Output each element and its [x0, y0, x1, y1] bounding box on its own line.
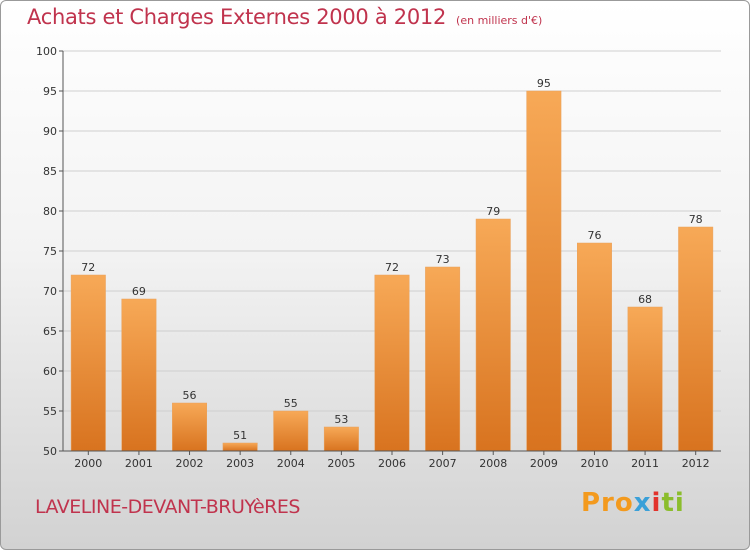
bar-2010[interactable] — [577, 242, 612, 452]
bar-value-label: 95 — [537, 77, 551, 90]
bar-2005[interactable] — [323, 426, 359, 452]
bar-2008[interactable] — [475, 218, 511, 452]
bar-value-label: 56 — [183, 389, 197, 402]
chart-title: Achats et Charges Externes 2000 à 2012 — [27, 5, 447, 29]
logo-part: Pro — [581, 488, 634, 518]
logo-part: x — [633, 488, 652, 518]
y-tick-label: 90 — [43, 125, 57, 138]
bar-2002[interactable] — [172, 402, 207, 452]
x-tick-label: 2010 — [580, 457, 608, 470]
bar-value-label: 69 — [132, 285, 146, 298]
y-tick-label: 65 — [43, 325, 57, 338]
bar-value-label: 79 — [486, 205, 500, 218]
x-tick-label: 2001 — [125, 457, 153, 470]
proxiti-logo[interactable]: Proxiti — [581, 488, 685, 518]
bar-value-label: 76 — [587, 229, 601, 242]
y-tick-label: 70 — [43, 285, 57, 298]
chart-title-block: Achats et Charges Externes 2000 à 2012 (e… — [27, 5, 542, 29]
x-tick-label: 2011 — [631, 457, 659, 470]
bar-value-label: 68 — [638, 293, 652, 306]
y-tick-label: 95 — [43, 85, 57, 98]
y-tick-label: 60 — [43, 365, 57, 378]
x-tick-label: 2004 — [277, 457, 305, 470]
x-tick-label: 2005 — [327, 457, 355, 470]
x-tick-label: 2009 — [530, 457, 558, 470]
logo-part: i — [651, 488, 662, 518]
bar-value-label: 78 — [689, 213, 703, 226]
bar-2003[interactable] — [222, 442, 258, 452]
bar-value-label: 72 — [81, 261, 95, 274]
y-tick-label: 55 — [43, 405, 57, 418]
bar-value-label: 55 — [284, 397, 298, 410]
y-tick-label: 75 — [43, 245, 57, 258]
x-tick-label: 2003 — [226, 457, 254, 470]
bar-2011[interactable] — [627, 306, 663, 452]
x-tick-label: 2006 — [378, 457, 406, 470]
y-tick-label: 80 — [43, 205, 57, 218]
commune-name: LAVELINE-DEVANT-BRUYèRES — [35, 496, 300, 518]
x-tick-label: 2007 — [429, 457, 457, 470]
bar-2009[interactable] — [526, 90, 562, 452]
x-tick-label: 2012 — [682, 457, 710, 470]
bar-value-label: 53 — [334, 413, 348, 426]
x-tick-label: 2000 — [74, 457, 102, 470]
logo-part: ti — [661, 488, 685, 518]
x-tick-label: 2008 — [479, 457, 507, 470]
y-tick-label: 85 — [43, 165, 57, 178]
chart-subtitle: (en milliers d'€) — [456, 14, 543, 27]
bar-2000[interactable] — [70, 274, 106, 452]
y-tick-label: 50 — [43, 445, 57, 458]
bar-2004[interactable] — [273, 410, 309, 452]
bar-2001[interactable] — [121, 298, 157, 452]
bar-value-label: 51 — [233, 429, 247, 442]
labels: 50 55 60 65 70 75 80 85 90 95 100 72 2000 69 2001 56 200… — [36, 45, 710, 470]
bar-value-label: 72 — [385, 261, 399, 274]
bar-2012[interactable] — [678, 226, 714, 452]
bars — [70, 90, 714, 452]
bar-2007[interactable] — [425, 266, 461, 452]
bar-value-label: 73 — [436, 253, 450, 266]
bar-2006[interactable] — [374, 274, 410, 452]
axes — [59, 50, 721, 455]
y-tick-label: 100 — [36, 45, 57, 58]
x-tick-label: 2002 — [176, 457, 204, 470]
